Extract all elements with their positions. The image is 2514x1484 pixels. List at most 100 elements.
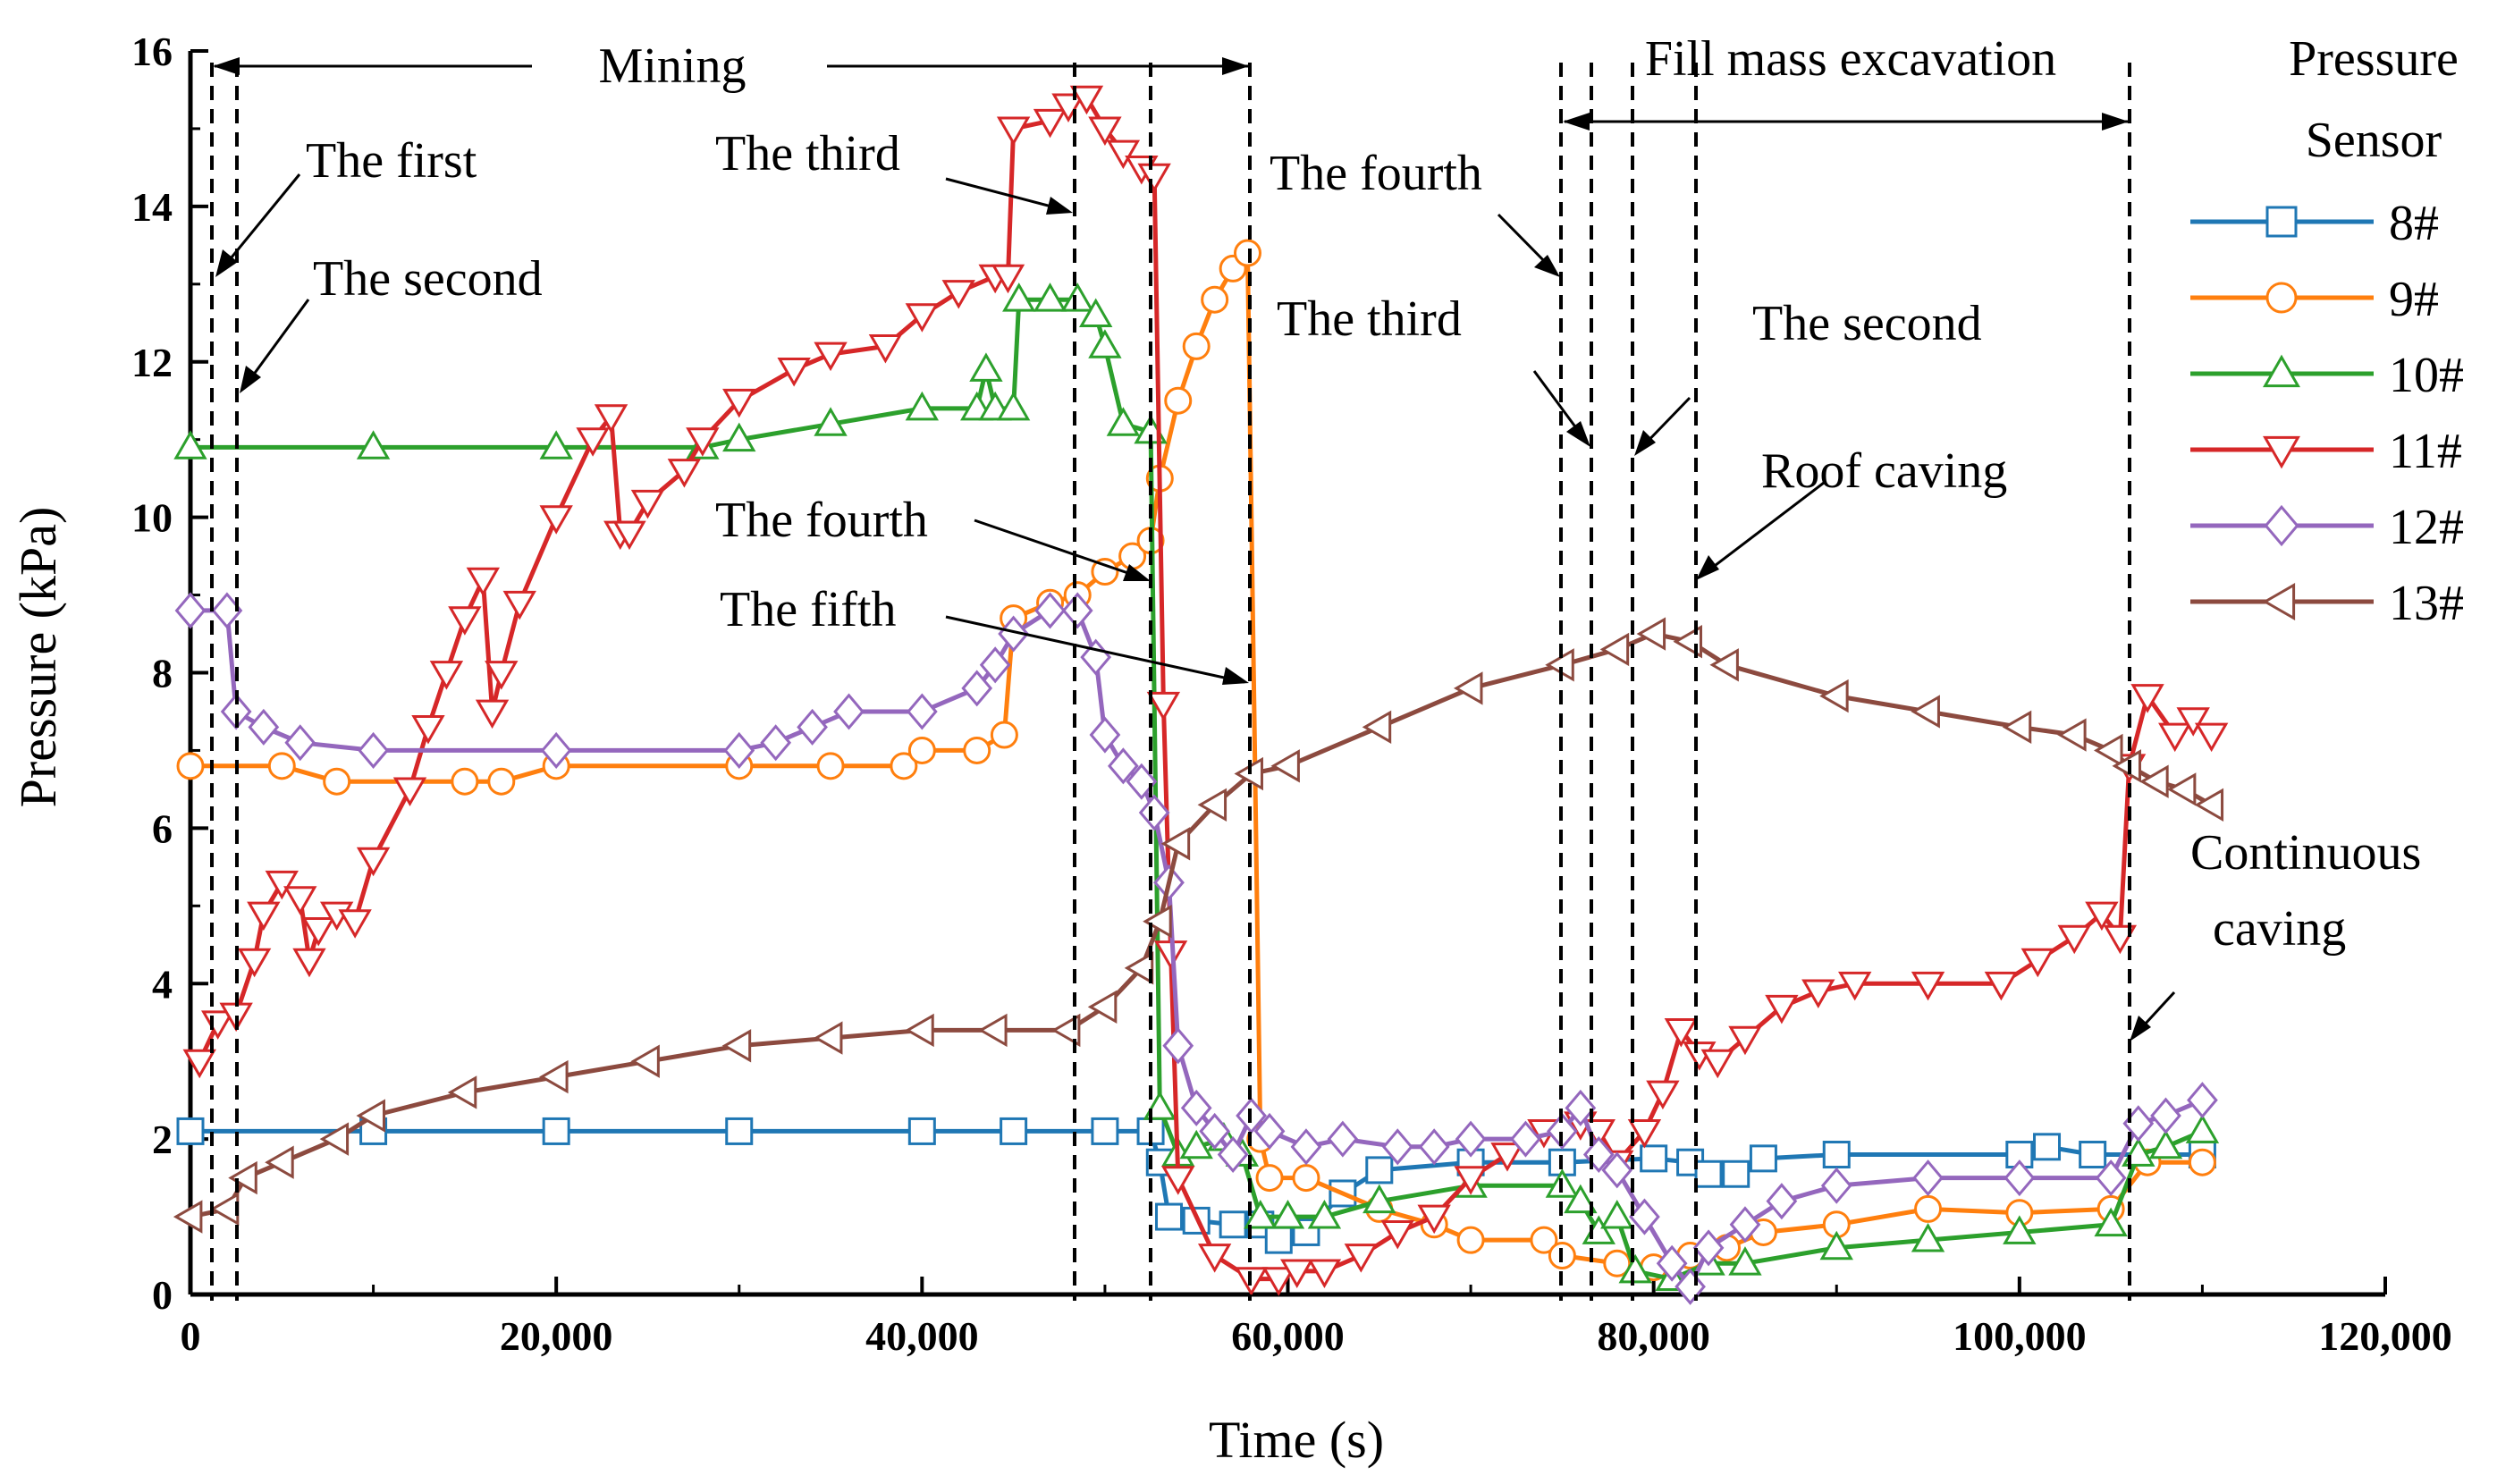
data-point-9#: [487, 767, 516, 796]
data-point-11#: [814, 341, 848, 372]
data-point-11#: [356, 847, 391, 877]
data-point-10#: [1307, 1199, 1342, 1229]
data-point-10#: [1106, 407, 1141, 436]
data-point-13#: [1362, 710, 1392, 745]
data-point-8#: [1219, 1210, 1247, 1239]
data-point-11#: [1344, 1244, 1379, 1273]
data-point-11#: [411, 714, 445, 745]
data-point-11#: [1646, 1080, 1680, 1110]
data-point-13#: [1197, 788, 1227, 822]
data-point-10#: [814, 407, 848, 436]
data-point-13#: [978, 1013, 1008, 1048]
data-point-8#: [1640, 1144, 1668, 1173]
x-axis-title: Time (s): [1209, 1411, 1384, 1469]
data-point-8#: [1749, 1144, 1777, 1173]
data-point-11#: [1261, 1267, 1295, 1296]
data-point-13#: [1636, 617, 1666, 651]
data-point-11#: [237, 948, 272, 978]
data-point-8#: [1722, 1159, 1751, 1188]
data-point-12#: [961, 670, 993, 707]
data-point-9#: [1603, 1249, 1632, 1277]
annot-fill-mass-excavation: Fill mass excavation: [1645, 31, 2056, 87]
data-point-13#: [1160, 827, 1191, 861]
data-point-12#: [1601, 1151, 1633, 1189]
data-point-12#: [1180, 1089, 1212, 1126]
legend-item-9#: 9#: [2190, 272, 2439, 327]
x-tick-label: 100,000: [1953, 1313, 2087, 1359]
data-point-12#: [1034, 592, 1066, 629]
x-tick-label: 80,000: [1597, 1313, 1710, 1359]
data-point-10#: [173, 430, 207, 460]
data-point-9#: [990, 721, 1018, 749]
data-point-10#: [2148, 1129, 2183, 1159]
data-point-8#: [1822, 1141, 1851, 1169]
data-point-11#: [630, 489, 665, 519]
data-point-13#: [1453, 671, 1483, 705]
data-point-12#: [1381, 1128, 1413, 1166]
data-point-9#: [267, 752, 296, 780]
data-point-8#: [1000, 1117, 1028, 1145]
data-point-12#: [1080, 638, 1112, 676]
data-point-13#: [1143, 905, 1172, 939]
data-point-10#: [996, 391, 1031, 421]
annot-third-a: The third: [715, 126, 900, 181]
data-point-12#: [1290, 1128, 1322, 1166]
annot-third-b: The third: [1277, 291, 1462, 347]
data-point-12#: [1656, 1244, 1688, 1282]
data-point-11#: [1307, 1259, 1342, 1289]
data-point-12#: [1253, 1112, 1286, 1150]
data-point-10#: [1002, 282, 1036, 312]
data-point-10#: [1728, 1246, 1762, 1276]
y-tick-label: 10: [131, 495, 173, 541]
data-point-11#: [594, 404, 628, 434]
data-point-9#: [890, 752, 918, 780]
data-point-11#: [667, 459, 702, 488]
legend-marker: [2262, 583, 2296, 620]
data-point-11#: [2176, 707, 2210, 737]
data-point-11#: [2085, 901, 2119, 932]
data-point-13#: [630, 1044, 660, 1078]
callout-line: [974, 519, 1147, 581]
data-point-9#: [1456, 1226, 1485, 1254]
data-point-12#: [979, 646, 1011, 684]
annot-continuous: Continuous: [2190, 825, 2421, 881]
event-lines: [210, 63, 2131, 1301]
data-point-11#: [292, 948, 326, 978]
data-point-11#: [1161, 1166, 1195, 1195]
legend-marker: [2263, 435, 2300, 469]
legend-item-12#: 12#: [2190, 500, 2464, 555]
data-point-11#: [182, 1049, 216, 1079]
legend-title-line1: Pressure: [2289, 31, 2459, 87]
data-point-9#: [1091, 557, 1119, 586]
data-point-11#: [576, 427, 610, 457]
data-point-10#: [1143, 1091, 1177, 1120]
data-point-13#: [2139, 764, 2169, 798]
data-point-13#: [228, 1160, 257, 1195]
data-point-11#: [1069, 85, 1104, 115]
data-point-13#: [813, 1021, 843, 1055]
data-point-11#: [1380, 1220, 1414, 1250]
data-point-12#: [1418, 1128, 1450, 1166]
data-point-12#: [906, 693, 938, 730]
arrowhead: [2102, 113, 2129, 131]
data-point-11#: [466, 567, 501, 597]
data-point-13#: [447, 1075, 477, 1109]
data-point-13#: [2002, 710, 2032, 745]
arrowhead: [1634, 430, 1656, 456]
data-point-9#: [1255, 1164, 1284, 1193]
legend-marker: [2264, 504, 2299, 547]
annot-caving: caving: [2213, 901, 2346, 957]
data-point-12#: [1455, 1120, 1487, 1158]
y-tick-label: 6: [152, 805, 173, 851]
data-point-9#: [451, 767, 479, 796]
y-axis-title: Pressure (kPa): [9, 507, 67, 808]
data-point-13#: [1709, 648, 1739, 682]
data-point-10#: [2003, 1215, 2037, 1244]
data-point-12#: [1138, 794, 1170, 831]
data-point-11#: [1728, 1025, 1762, 1056]
data-point-11#: [1417, 1204, 1451, 1235]
data-point-9#: [1530, 1226, 1558, 1254]
data-point-13#: [1819, 679, 1849, 713]
legend-label: 11#: [2389, 424, 2462, 479]
data-point-13#: [1911, 695, 1940, 729]
